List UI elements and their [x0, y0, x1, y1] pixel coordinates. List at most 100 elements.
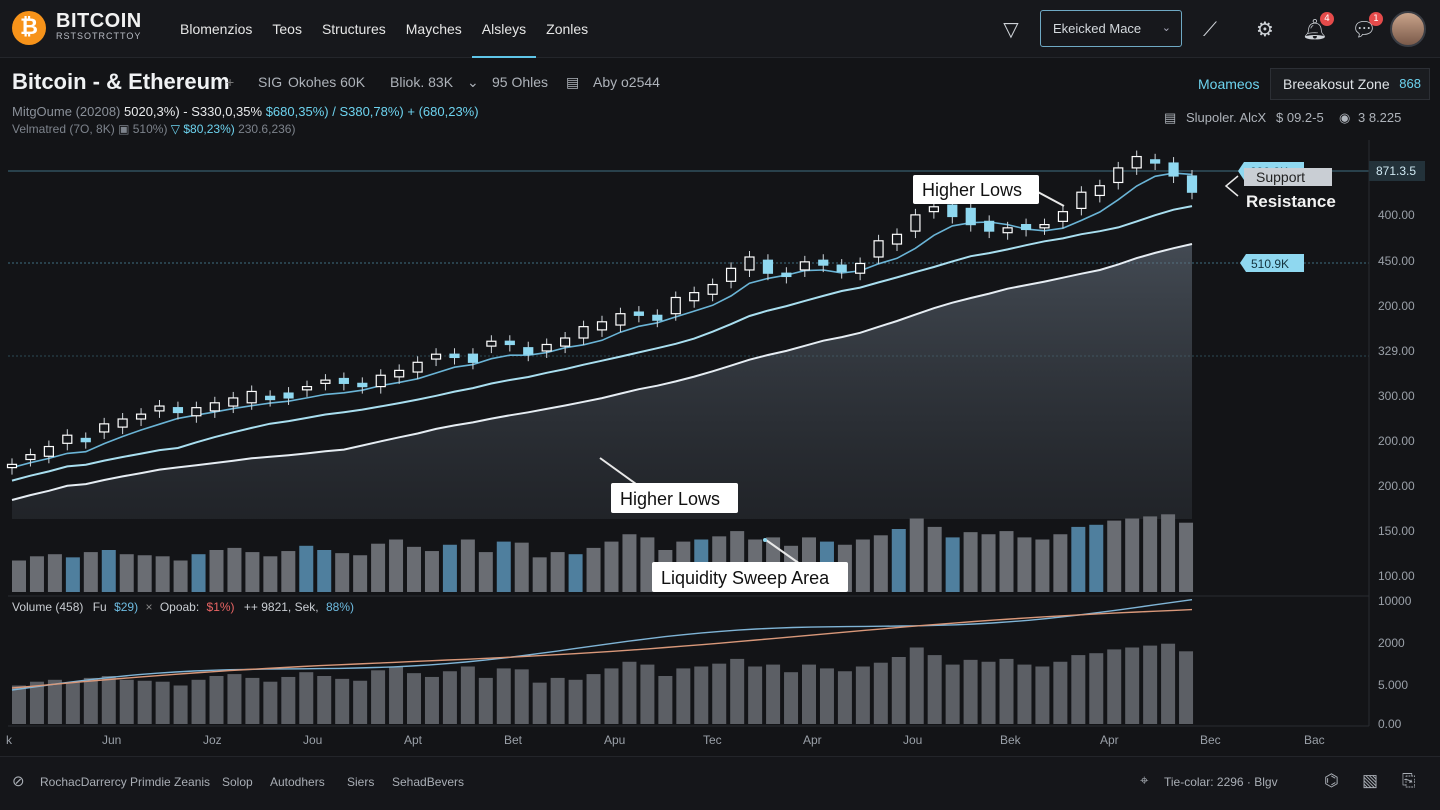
chart-icon[interactable]: ▧: [1362, 771, 1379, 790]
plus-icon[interactable]: +: [226, 74, 235, 90]
candle: [467, 348, 479, 370]
candle: [209, 396, 220, 418]
volume-bar: [460, 539, 475, 592]
candle: [596, 315, 608, 337]
volume-bar: [1017, 537, 1032, 592]
bell-icon[interactable]: 🔔︎ 4: [1302, 12, 1334, 42]
footer-brand: RochacDarrercy Primdie Zeanis: [40, 775, 211, 789]
footer-link-siers[interactable]: Siers: [347, 775, 375, 789]
price-tick: 200.00: [1378, 434, 1415, 448]
export-icon[interactable]: ⎘: [1402, 771, 1416, 790]
candle-body: [99, 423, 110, 433]
volume-bar-bottom: [119, 679, 134, 724]
volume-bar: [1125, 518, 1140, 592]
volume-summary-row: Velmatred (7O, 8K) ▣ 510%) ▽ $80,23%) 23…: [12, 122, 295, 136]
volume-bar: [945, 537, 960, 592]
candle-body: [652, 314, 663, 321]
annotation-higher-lows-top: Higher Lows: [913, 175, 1065, 207]
footer-link-autodhers[interactable]: Autodhers: [270, 775, 325, 789]
table-icon[interactable]: ▤: [566, 74, 580, 90]
volume-bar-bottom: [927, 655, 942, 724]
candle-body: [947, 204, 958, 218]
candle-body: [449, 353, 460, 359]
candle-body: [1186, 175, 1198, 193]
candle: [965, 202, 976, 232]
volume-bar-bottom: [65, 682, 80, 724]
price-tick: 100.00: [1378, 569, 1415, 583]
volume-bar-bottom: [622, 661, 637, 724]
nav-item-alsleys[interactable]: Alsleys: [471, 0, 537, 58]
volume-bar: [568, 554, 583, 592]
volume-bar: [963, 532, 978, 592]
volume-bar-bottom: [1107, 649, 1122, 724]
candle: [541, 338, 552, 358]
main-nav: Blomenzios Teos Structures Mayches Alsle…: [170, 0, 598, 58]
metric-sig: SIG: [258, 74, 283, 90]
volume-axis: 10000 2000 5.000 0.00: [1378, 594, 1412, 731]
volume-bar: [478, 552, 493, 592]
gear-icon[interactable]: ⚙: [1256, 17, 1274, 41]
volume-bar-bottom: [1053, 661, 1068, 724]
breakout-zone-button[interactable]: Breeakosut Zone 868: [1270, 68, 1430, 100]
network-icon[interactable]: ⌬: [1324, 771, 1339, 790]
candle: [707, 278, 718, 302]
volume-bar: [909, 518, 924, 592]
candle-body: [135, 413, 147, 420]
candle-body: [117, 418, 128, 428]
volume-bar-bottom: [532, 682, 547, 724]
candle-body: [80, 437, 91, 443]
nav-item-blomenzios[interactable]: Blomenzios: [180, 21, 253, 37]
candle-body: [596, 321, 608, 331]
nav-item-zonles[interactable]: Zonles: [546, 21, 589, 37]
candle: [560, 332, 571, 354]
nav-item-teos[interactable]: Teos: [272, 21, 302, 37]
candle-body: [1168, 162, 1179, 177]
compass-icon[interactable]: ⊘: [12, 773, 25, 790]
candle-body: [1057, 211, 1069, 222]
candle: [652, 309, 663, 328]
time-tick: Jou: [303, 733, 322, 747]
volume-bar: [514, 542, 529, 592]
annotation-text: Support: [1256, 169, 1305, 185]
volume-bar-bottom: [658, 676, 673, 724]
candle-body: [504, 340, 515, 346]
candle-body: [265, 395, 276, 401]
price-chart[interactable]: 400.00 450.00 200.00 329.00 300.00 200.0…: [0, 0, 1440, 756]
candle-body: [375, 374, 386, 388]
candle: [855, 257, 866, 281]
filter-icon[interactable]: ▽: [1003, 17, 1019, 41]
footer-link-solop[interactable]: Solop: [222, 775, 253, 789]
volume-bar: [191, 554, 206, 592]
ma-fast-line: [11, 172, 1193, 469]
price-tick: 450.00: [1378, 254, 1415, 268]
send-icon[interactable]: ⟋: [1203, 17, 1217, 41]
footer-link-sehadbevers[interactable]: SehadBevers: [392, 775, 465, 789]
volume-tick: 0.00: [1378, 717, 1402, 731]
moameos-link[interactable]: Moameos: [1198, 76, 1260, 92]
mode-select[interactable]: Ekeicked Mace ⌄: [1040, 10, 1182, 47]
volume-bar: [532, 557, 547, 592]
ticker-icon: ▣: [118, 122, 130, 136]
volume-bar-bottom: [227, 674, 242, 724]
candle: [818, 254, 829, 273]
volume-bar-bottom: [604, 668, 619, 724]
candle-body: [394, 369, 405, 378]
volume-bar-bottom: [712, 663, 727, 724]
chevron-down-icon[interactable]: ⌄: [467, 74, 479, 90]
triangle-icon: ▽: [170, 122, 181, 136]
stat-value-2: 3 8.225: [1358, 110, 1402, 125]
avatar[interactable]: [1390, 11, 1426, 47]
volume-bar-bottom: [1161, 643, 1176, 724]
annotation-higher-lows-bottom: Higher Lows: [599, 457, 738, 513]
nav-item-mayches[interactable]: Mayches: [405, 21, 462, 37]
candle-body: [578, 326, 589, 339]
volume-bar: [1107, 520, 1122, 592]
candle: [430, 348, 442, 367]
volume-bar-bottom: [299, 672, 314, 724]
candle: [633, 306, 644, 323]
candle-body: [910, 214, 921, 232]
volume-bar-bottom: [586, 674, 601, 724]
chat-icon[interactable]: 💬︎ 1: [1351, 12, 1383, 42]
summary-v5: + (680,23%): [407, 104, 479, 119]
nav-item-structures[interactable]: Structures: [321, 21, 386, 37]
